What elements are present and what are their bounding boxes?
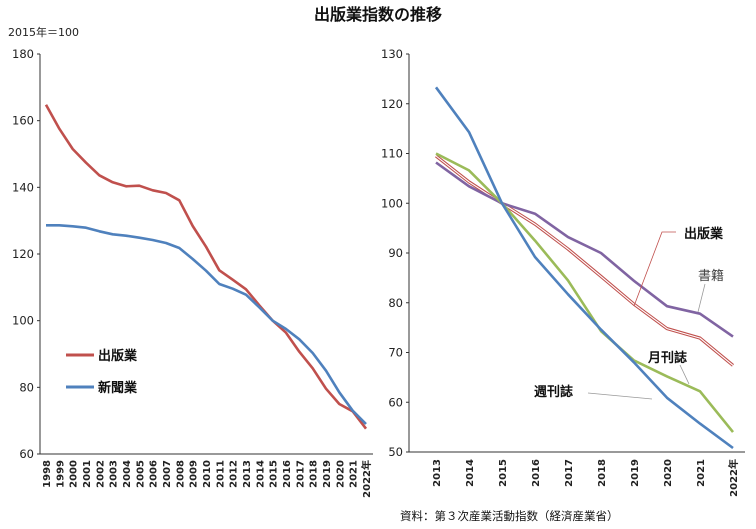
annotation-label-publishing: 出版業 xyxy=(684,226,724,242)
right-panel: 50 60 70 80 90 100 110 120 130 2013 2014 2015 2016 20… xyxy=(381,47,745,497)
left-xtick-label: 2003 xyxy=(109,460,120,488)
right-xtick-label: 2017 xyxy=(564,459,575,487)
left-ytick-label: 180 xyxy=(12,47,34,61)
left-xtick-label: 1999 xyxy=(55,460,66,488)
right-ytick-label: 50 xyxy=(388,445,403,459)
left-xtick-label: 2005 xyxy=(135,460,146,488)
right-xtick-label: 2015 xyxy=(498,459,509,487)
right-xtick-label: 2022年 xyxy=(727,459,740,497)
left-ytick-label: 80 xyxy=(19,380,34,394)
right-series-line-1 xyxy=(435,154,735,367)
annotation-label-books: 書籍 xyxy=(698,268,724,284)
right-xtick-label: 2014 xyxy=(465,459,476,487)
left-series-line-1 xyxy=(44,104,368,430)
left-ytick-label: 160 xyxy=(12,114,34,128)
left-xtick-label: 2006 xyxy=(149,460,160,488)
annotation-leader-monthly xyxy=(679,364,690,385)
annotation-label-monthly: 月刊誌 xyxy=(647,350,687,366)
left-xtick-label: 1998 xyxy=(42,460,53,488)
legend-label-publishing: 出版業 xyxy=(98,348,138,364)
left-legend: 出版業 新聞業 xyxy=(66,348,138,396)
left-xtick-label: 2014 xyxy=(255,460,266,488)
left-xtick-label: 2013 xyxy=(242,460,253,488)
left-xtick-label: 2012 xyxy=(229,460,240,488)
left-xtick-label: 2019 xyxy=(322,460,333,488)
left-xtick-label: 2007 xyxy=(162,460,173,488)
right-ytick-label: 100 xyxy=(381,196,403,210)
legend-label-newspaper: 新聞業 xyxy=(98,380,138,396)
left-xtick-label: 2017 xyxy=(295,460,306,488)
right-ytick-label: 80 xyxy=(388,296,403,310)
left-xtick-label: 2000 xyxy=(69,460,80,488)
source-note: 資料：第３次産業活動指数（経済産業省） xyxy=(400,509,619,523)
annotation-leader-books xyxy=(697,283,706,313)
right-ytick-label: 90 xyxy=(388,246,403,260)
series-annotations: 出版業 書籍 月刊誌 週刊誌 xyxy=(534,226,724,400)
right-xtick-label: 2020 xyxy=(663,459,674,487)
left-xtick-label: 2022年 xyxy=(360,460,373,498)
unit-note: 2015年＝100 xyxy=(8,25,79,39)
right-series-line-3 xyxy=(435,152,735,433)
left-xtick-label: 2016 xyxy=(282,460,293,488)
left-xtick-label: 2020 xyxy=(335,460,346,488)
right-ytick-label: 60 xyxy=(388,395,403,409)
right-xtick-label: 2016 xyxy=(531,459,542,487)
left-ytick-label: 60 xyxy=(19,447,34,461)
right-ytick-label: 120 xyxy=(381,97,403,111)
annotation-label-weekly: 週刊誌 xyxy=(534,384,573,400)
right-series-line-4 xyxy=(434,86,734,450)
left-ytick-label: 140 xyxy=(12,180,34,194)
annotation-leader-weekly xyxy=(587,392,653,400)
right-ytick-label: 110 xyxy=(381,147,403,161)
right-series-line-2 xyxy=(435,161,734,338)
right-xtick-label: 2019 xyxy=(630,459,641,487)
right-xtick-label: 2021 xyxy=(696,459,707,487)
chart-title: 出版業指数の推移 xyxy=(314,5,442,24)
left-series-line-2 xyxy=(46,224,367,425)
annotation-leader-publishing xyxy=(633,231,676,307)
right-ytick-label: 70 xyxy=(388,346,403,360)
left-xtick-label: 2008 xyxy=(175,460,186,488)
left-xtick-label: 2018 xyxy=(309,460,320,488)
left-xtick-label: 2011 xyxy=(215,460,226,488)
left-xtick-label: 2009 xyxy=(189,460,200,488)
left-xtick-label: 2002 xyxy=(95,460,106,488)
left-xtick-label: 2010 xyxy=(202,460,213,488)
right-ytick-label: 130 xyxy=(381,47,403,61)
left-xtick-label: 2001 xyxy=(82,460,93,488)
right-xtick-label: 2013 xyxy=(432,459,443,487)
left-xtick-label: 2021 xyxy=(349,460,360,488)
left-ytick-label: 120 xyxy=(12,247,34,261)
left-xtick-label: 2004 xyxy=(122,460,133,488)
left-ytick-label: 100 xyxy=(12,314,34,328)
right-series-line-1-inner xyxy=(435,155,734,366)
right-xtick-label: 2018 xyxy=(597,459,608,487)
left-xtick-label: 2015 xyxy=(269,460,280,488)
